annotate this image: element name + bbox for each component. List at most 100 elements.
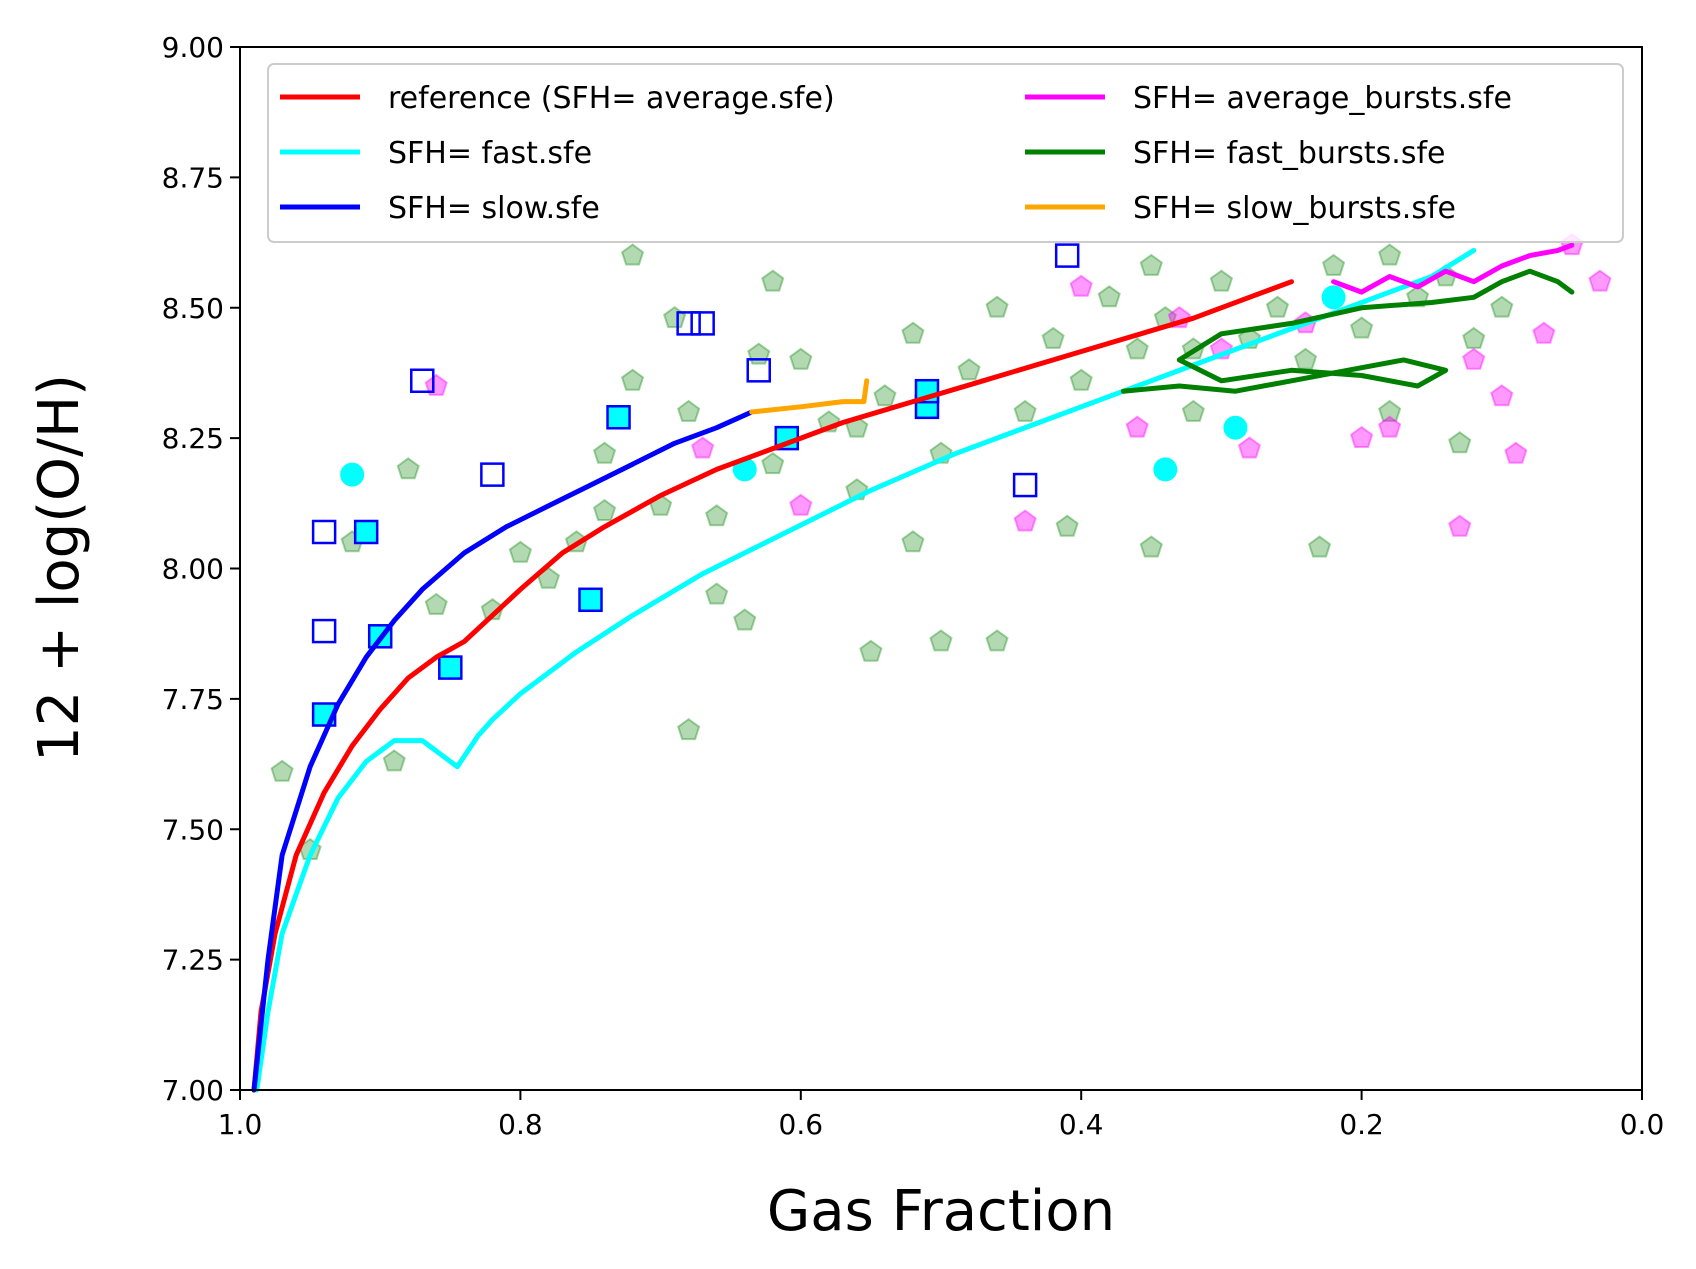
blue-square-open-point: [676, 311, 701, 336]
y-tick-label: 7.50: [162, 813, 224, 846]
y-tick-label: 8.50: [162, 292, 224, 325]
x-tick-label: 0.4: [1059, 1108, 1104, 1141]
green-pentagon-point: [1139, 535, 1163, 558]
green-pentagon-point: [592, 498, 617, 521]
green-pentagon-point: [705, 504, 729, 527]
cyan-circle-point: [1223, 415, 1248, 440]
magenta-pentagon-point: [1490, 384, 1514, 407]
blue-square-open-point: [480, 462, 505, 487]
green-pentagon-point: [733, 608, 757, 631]
green-pentagon-point: [1448, 431, 1472, 454]
x-axis-title: Gas Fraction: [767, 1179, 1115, 1244]
green-pentagon-point: [1013, 399, 1037, 422]
blue-square-filled-point: [438, 655, 463, 680]
green-pentagon-point: [761, 451, 785, 475]
green-pentagon-point: [1462, 326, 1486, 349]
magenta-pentagon-point: [1588, 269, 1612, 292]
green-pentagon-point: [929, 629, 953, 652]
legend-label: SFH= slow.sfe: [388, 191, 600, 226]
green-pentagon-point: [1097, 285, 1121, 308]
green-pentagon-point: [1055, 514, 1079, 537]
series-line-0: [251, 279, 1294, 1093]
x-axis-ticks: 1.0 0.8 0.6 0.4 0.2 0.0: [218, 1090, 1665, 1141]
blue-square-open-point: [1012, 472, 1038, 498]
magenta-pentagon-point: [1013, 509, 1037, 532]
series-layer: [251, 242, 1575, 1093]
magenta-pentagon-point: [1462, 347, 1486, 370]
blue-square-filled-point: [606, 405, 631, 430]
green-pentagon-point: [985, 295, 1009, 318]
magenta-pentagon-point: [424, 373, 448, 396]
legend-label: SFH= average_bursts.sfe: [1133, 81, 1512, 116]
x-tick-label: 0.0: [1620, 1108, 1665, 1141]
green-pentagon-point: [677, 717, 701, 741]
series-line-1: [254, 247, 1477, 1093]
series-line-2: [251, 409, 755, 1093]
y-tick-label: 9.00: [162, 31, 224, 64]
green-pentagon-point: [873, 384, 897, 407]
green-pentagon-point: [1378, 399, 1402, 422]
y-tick-label: 8.75: [162, 161, 224, 194]
green-pentagon-point: [1349, 316, 1374, 339]
cyan-circle-point: [1153, 457, 1178, 482]
magenta-pentagon-point: [1349, 425, 1374, 448]
green-pentagon-point: [620, 243, 645, 266]
blue-square-open-point: [690, 311, 715, 336]
legend: reference (SFH= average.sfe) SFH= fast.sf…: [267, 63, 1624, 243]
green-pentagon-point: [424, 592, 448, 615]
blue-square-open-point: [1054, 243, 1080, 268]
y-tick-label: 8.00: [162, 553, 224, 586]
green-pentagon-point: [859, 639, 883, 662]
cyan-circle-point: [1321, 285, 1346, 310]
green-pentagon-point: [396, 457, 420, 480]
magenta-pentagon-point: [1069, 274, 1093, 297]
green-pentagon-point: [1490, 295, 1514, 318]
green-pentagon-point: [1125, 337, 1149, 360]
magenta-pentagon-point: [1532, 321, 1556, 344]
magenta-pentagon-point: [789, 493, 813, 516]
y-tick-label: 7.00: [162, 1074, 224, 1107]
green-pentagon-point: [1139, 253, 1163, 276]
x-tick-label: 0.8: [498, 1108, 543, 1141]
blue-square-open-point: [311, 618, 337, 644]
green-pentagon-point: [1378, 243, 1402, 266]
y-tick-label: 8.25: [162, 422, 224, 455]
x-tick-label: 1.0: [218, 1108, 263, 1141]
cyan-circle-point: [340, 462, 365, 487]
legend-label: SFH= slow_bursts.sfe: [1133, 191, 1456, 226]
green-pentagon-point: [789, 347, 813, 370]
green-pentagon-point: [1181, 399, 1205, 422]
y-tick-label: 7.25: [162, 944, 224, 977]
legend-label: reference (SFH= average.sfe): [388, 81, 835, 116]
green-pentagon-point: [1209, 269, 1234, 292]
magenta-pentagon-point: [1378, 415, 1402, 438]
green-pentagon-point: [957, 358, 981, 381]
legend-label: SFH= fast_bursts.sfe: [1133, 136, 1445, 171]
x-tick-label: 0.6: [779, 1108, 824, 1141]
blue-square-open-point: [410, 368, 435, 394]
series-line-3: [1331, 242, 1575, 295]
green-pentagon-point: [508, 540, 533, 563]
green-pentagon-point: [677, 399, 701, 422]
magenta-pentagon-point: [691, 436, 715, 459]
y-tick-label: 7.75: [162, 683, 224, 716]
series-line-5: [749, 378, 870, 415]
green-pentagon-point: [1321, 253, 1346, 276]
green-pentagon-point: [1265, 295, 1290, 318]
green-pentagon-point: [270, 759, 294, 782]
green-pentagon-point: [901, 530, 925, 553]
magenta-pentagon-point: [1125, 415, 1149, 438]
magenta-pentagon-point: [1237, 436, 1262, 459]
x-tick-label: 0.2: [1339, 1108, 1384, 1141]
green-pentagon-point: [592, 441, 617, 464]
legend-box: [267, 63, 1624, 243]
blue-square-filled-point: [578, 587, 603, 613]
green-pentagon-point: [901, 321, 925, 344]
green-pentagon-point: [1041, 326, 1065, 349]
y-axis-ticks: 7.00 7.25 7.50 7.75 8.00 8.25 8.50 8.75 9.00: [162, 31, 240, 1107]
green-pentagon-point: [761, 269, 785, 292]
green-pentagon-point: [1293, 347, 1318, 370]
series-line-4: [1120, 268, 1575, 394]
green-pentagon-point: [620, 368, 645, 391]
